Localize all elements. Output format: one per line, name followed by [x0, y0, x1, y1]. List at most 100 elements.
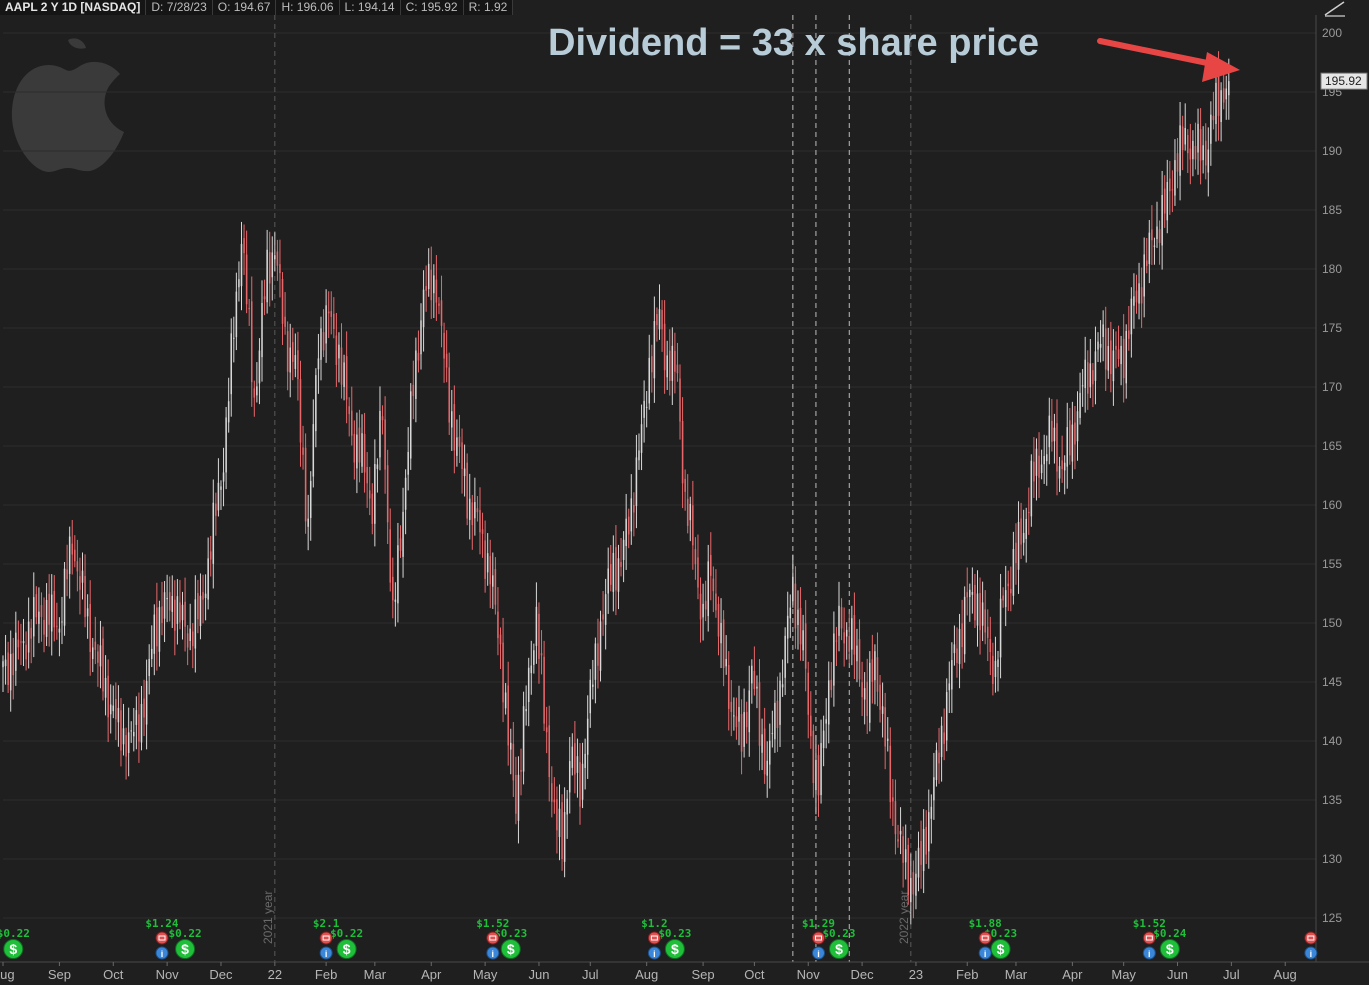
earnings-eps: $1.88 [969, 917, 1002, 930]
candle-body [989, 639, 992, 652]
earnings-eps: $1.24 [145, 917, 178, 930]
candle-body [1225, 88, 1228, 100]
candle-body [504, 692, 507, 709]
close-value: C: 195.92 [401, 0, 464, 15]
candle-body [399, 538, 402, 551]
earnings-icon-glyph [322, 935, 330, 941]
info-icon-glyph: i [325, 949, 328, 959]
candle-body [425, 286, 427, 291]
candle-body [215, 503, 217, 516]
candle-body [607, 568, 609, 594]
candle-body [963, 596, 966, 655]
candle-body [907, 844, 910, 896]
candle-body [704, 600, 707, 610]
candle-body [481, 529, 484, 534]
candle-body [484, 540, 486, 579]
earnings-eps: $1.2 [641, 917, 668, 930]
candle-body [784, 635, 786, 678]
info-icon-glyph: i [984, 949, 987, 959]
candle-body [15, 632, 17, 671]
earnings-icon-glyph [814, 935, 822, 941]
info-icon-glyph: i [653, 949, 656, 959]
info-icon-glyph: i [1148, 949, 1151, 959]
candle-body [258, 350, 261, 384]
candle-body [279, 264, 281, 274]
candle-body [763, 728, 766, 775]
candle-body [866, 681, 868, 716]
dividend-icon-glyph: $ [181, 941, 189, 957]
x-tick-label: Aug [0, 967, 15, 982]
candle-body [297, 350, 299, 380]
earnings-event: i $1.29 [802, 917, 835, 960]
symbol-label[interactable]: AAPL 2 Y 1D [NASDAQ] [0, 0, 147, 15]
candle-body [1202, 145, 1204, 161]
candle-body [774, 702, 776, 740]
candle-body [1104, 328, 1107, 370]
candle-body [735, 716, 738, 728]
candle-body [940, 725, 943, 758]
info-icon-glyph: i [161, 949, 164, 959]
candle-body [733, 715, 735, 717]
candle-body [27, 621, 30, 653]
candle-body [1207, 149, 1210, 173]
candle-body [186, 633, 189, 648]
candle-body [358, 427, 361, 463]
candle-body [50, 594, 53, 632]
candle-body [753, 671, 756, 690]
candle-body [592, 684, 594, 687]
candle-body [1220, 90, 1222, 122]
candle-body [263, 296, 266, 300]
candle-body [394, 599, 397, 602]
candle-body [1228, 81, 1230, 96]
info-icon [155, 946, 169, 960]
candle-body [725, 658, 727, 667]
candle-body [615, 547, 617, 591]
candle-body [58, 628, 61, 633]
candle-body [912, 872, 915, 895]
candle-body [538, 613, 540, 659]
candle-body [71, 543, 74, 555]
candle-body [530, 665, 533, 674]
candle-body [1181, 126, 1184, 151]
dividend-event: $$0.22 [330, 927, 363, 959]
candle-body [979, 593, 981, 631]
candle-body [874, 651, 876, 681]
candle-body [509, 742, 512, 750]
candle-body [694, 549, 697, 565]
candle-body [848, 636, 851, 652]
candle-body [540, 653, 543, 656]
candle-body [150, 648, 153, 659]
candle-body [402, 511, 404, 557]
candle-body [466, 462, 468, 519]
info-icon [811, 946, 825, 960]
candle-body [1043, 456, 1045, 465]
candle-body [1117, 349, 1120, 360]
candle-body [284, 316, 286, 327]
earnings-icon [811, 931, 825, 945]
drawing-tool-icon[interactable] [1322, 0, 1348, 18]
candle-body [76, 561, 79, 572]
candle-body [863, 688, 866, 700]
earnings-event: i $1.52 [476, 917, 509, 960]
candle-body [225, 417, 227, 473]
candle-body [415, 350, 417, 399]
candle-body [94, 641, 97, 650]
earnings-icon-glyph [489, 935, 497, 941]
candle-body [1010, 588, 1012, 594]
x-tick-label: Jul [582, 967, 599, 982]
candle-body [1015, 542, 1017, 564]
candle-body [1053, 427, 1056, 442]
candle-body [520, 770, 522, 772]
candle-body [440, 300, 443, 326]
candle-body [671, 345, 674, 381]
candle-body [1092, 370, 1094, 385]
candle-body [835, 640, 838, 642]
candle-body [545, 727, 548, 733]
candle-body [261, 302, 263, 358]
x-tick-label: May [1111, 967, 1136, 982]
candle-body [238, 279, 240, 288]
info-icon [647, 946, 661, 960]
candle-body [20, 641, 22, 643]
candle-body [935, 750, 938, 780]
